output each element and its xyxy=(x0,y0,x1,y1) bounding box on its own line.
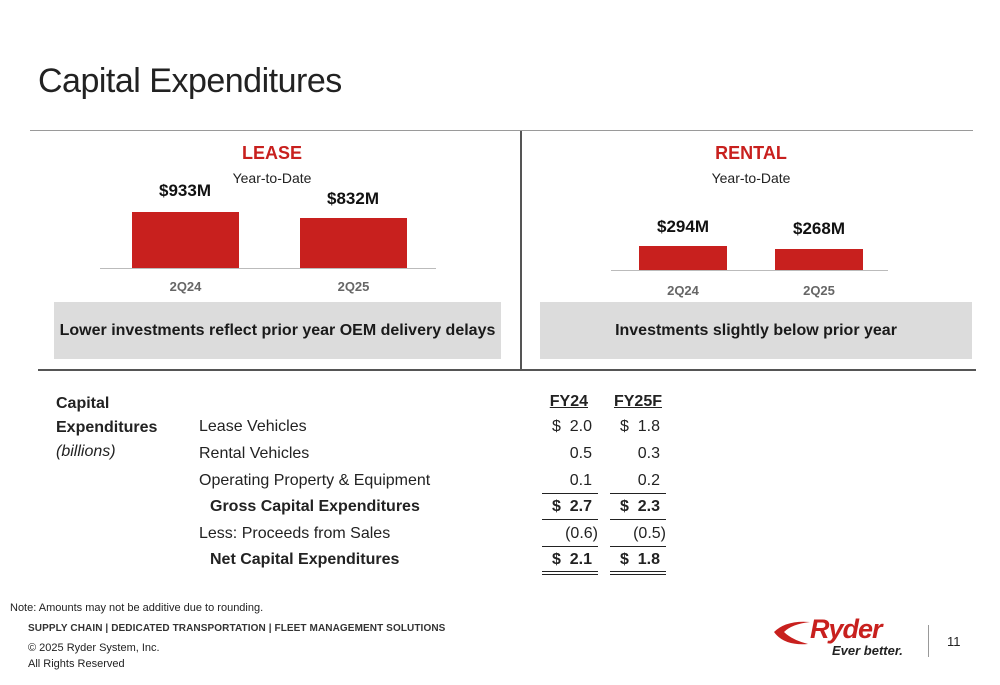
cell-fy25f: (0.5) xyxy=(633,525,666,542)
lease-heading: LEASE xyxy=(241,143,302,163)
rental-subheading: Year-to-Date xyxy=(711,170,791,186)
rights-reserved: All Rights Reserved xyxy=(28,658,125,670)
cell-fy25f: 1.8 xyxy=(637,418,660,435)
company-tagline: SUPPLY CHAIN | DEDICATED TRANSPORTATION … xyxy=(28,623,446,634)
rental-axis-label-2q24: 2Q24 xyxy=(667,283,699,298)
cell-fy24: (0.6) xyxy=(565,525,598,542)
dollar-sign: $ xyxy=(620,498,629,515)
rental-bar-label-2q25: $268M xyxy=(793,219,845,238)
footnote: Note: Amounts may not be additive due to… xyxy=(10,602,264,614)
rental-bar-2q25 xyxy=(775,249,863,270)
lease-axis xyxy=(100,268,436,269)
subtotal-rule xyxy=(610,519,666,520)
logo-separator xyxy=(928,625,929,657)
cell-fy25f: 0.3 xyxy=(637,445,660,462)
row-label-gross-capex: Gross Capital Expenditures xyxy=(210,498,420,515)
dollar-sign: $ xyxy=(552,551,561,568)
cell-fy24: 2.1 xyxy=(569,551,592,568)
row-label-lease-vehicles: Lease Vehicles xyxy=(199,418,307,435)
cell-fy25f: 2.3 xyxy=(637,498,660,515)
panel-divider xyxy=(520,131,522,370)
rental-axis-label-2q25: 2Q25 xyxy=(803,283,835,298)
subtotal-rule xyxy=(610,493,666,494)
subtotal-rule xyxy=(542,519,598,520)
top-divider xyxy=(30,130,973,131)
lease-bar-2q24 xyxy=(132,212,239,268)
logo-tagline: Ever better. xyxy=(832,643,903,658)
lease-bar-label-2q25: $832M xyxy=(327,189,379,208)
lease-axis-label-2q24: 2Q24 xyxy=(169,279,202,294)
rental-bar-label-2q24: $294M xyxy=(657,217,709,236)
cell-fy25f: 1.8 xyxy=(637,551,660,568)
total-double-rule xyxy=(542,574,598,575)
row-label-proceeds: Less: Proceeds from Sales xyxy=(199,525,391,542)
logo-wordmark: Ryder xyxy=(810,614,883,644)
lease-bar-2q25 xyxy=(300,218,407,268)
page-title: Capital Expenditures xyxy=(38,62,342,100)
copyright: © 2025 Ryder System, Inc. xyxy=(28,642,160,654)
total-double-rule xyxy=(610,571,666,572)
capex-side-label-line1: Capital xyxy=(56,395,110,412)
section-divider xyxy=(38,369,976,371)
subtotal-rule xyxy=(610,546,666,547)
lease-subheading: Year-to-Date xyxy=(232,170,312,186)
rental-banner: Investments slightly below prior year xyxy=(540,302,972,359)
rental-heading: RENTAL xyxy=(715,143,787,163)
cell-fy24: 2.0 xyxy=(569,418,592,435)
ryder-swoosh-icon xyxy=(774,621,810,645)
cell-fy25f: 0.2 xyxy=(637,472,660,489)
row-label-net-capex: Net Capital Expenditures xyxy=(210,551,400,568)
rental-axis xyxy=(611,270,888,271)
dollar-sign: $ xyxy=(552,498,561,515)
page-number: 11 xyxy=(947,634,961,649)
dollar-sign: $ xyxy=(552,418,561,435)
capex-side-label-line2: Expenditures xyxy=(56,419,158,436)
dollar-sign: $ xyxy=(620,418,629,435)
dollar-sign: $ xyxy=(620,551,629,568)
cell-fy24: 0.1 xyxy=(569,472,592,489)
lease-bar-label-2q24: $933M xyxy=(159,181,211,200)
cell-fy24: 0.5 xyxy=(569,445,592,462)
cell-fy24: 2.7 xyxy=(569,498,592,515)
total-double-rule xyxy=(542,571,598,572)
rental-bar-2q24 xyxy=(639,246,727,270)
row-label-rental-vehicles: Rental Vehicles xyxy=(199,445,310,462)
ryder-logo: Ryder Ever better. xyxy=(772,614,922,662)
subtotal-rule xyxy=(542,546,598,547)
col-header-fy25f: FY25F xyxy=(613,393,662,410)
lease-axis-label-2q25: 2Q25 xyxy=(337,279,370,294)
total-double-rule xyxy=(610,574,666,575)
subtotal-rule xyxy=(542,493,598,494)
row-label-operating-property: Operating Property & Equipment xyxy=(199,472,431,489)
lease-banner: Lower investments reflect prior year OEM… xyxy=(54,302,501,359)
col-header-fy24: FY24 xyxy=(549,393,588,410)
capex-side-label-line3: (billions) xyxy=(56,443,116,460)
